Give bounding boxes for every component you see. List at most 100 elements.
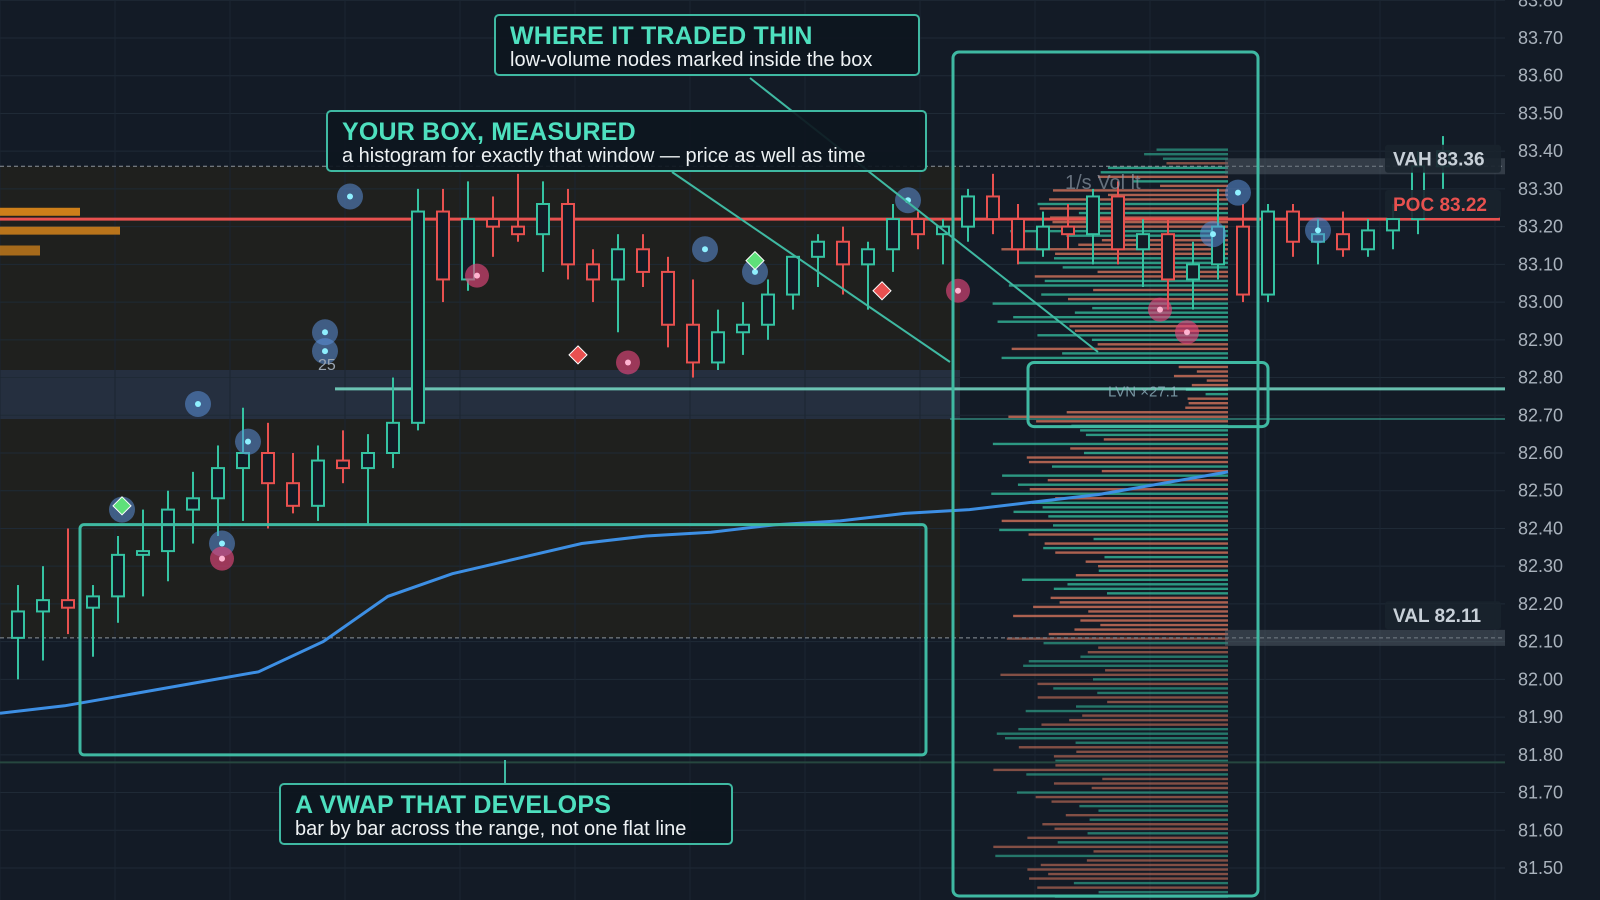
candle-body[interactable] [661, 270, 675, 326]
y-tick-label: 83.30 [1518, 179, 1563, 199]
signal-dot [347, 193, 353, 200]
candle-body[interactable] [686, 323, 700, 364]
profile-bar [1054, 257, 1228, 260]
candle-body[interactable] [36, 599, 50, 613]
candle-body[interactable] [986, 195, 1000, 221]
candle-body[interactable] [11, 610, 25, 639]
profile-bar [1028, 460, 1228, 464]
profile-bar [1051, 465, 1228, 468]
profile-bar [1073, 881, 1228, 885]
profile-bar [1079, 804, 1228, 808]
profile-bar [1053, 687, 1228, 690]
candle-body[interactable] [536, 203, 550, 236]
candle-body[interactable] [736, 323, 750, 334]
profile-bar [1085, 560, 1228, 563]
candle-body[interactable] [1086, 195, 1100, 236]
candle-body[interactable] [786, 255, 800, 296]
profile-bar [1021, 578, 1228, 581]
profile-bar [1027, 868, 1228, 871]
candles-layer[interactable] [11, 136, 1450, 680]
candle-body[interactable] [611, 248, 625, 281]
candle-body[interactable] [336, 459, 350, 470]
y-tick-label: 83.70 [1518, 28, 1563, 48]
profile-bar [1031, 501, 1228, 504]
y-tick-label: 82.00 [1518, 669, 1563, 689]
signal-dot [702, 246, 708, 253]
candle-body[interactable] [886, 218, 900, 251]
candle-body[interactable] [386, 421, 400, 454]
candle-body[interactable] [1036, 225, 1050, 251]
candle-body[interactable] [1111, 195, 1125, 251]
candle-body[interactable] [236, 452, 250, 470]
candle-body[interactable] [861, 248, 875, 266]
candle-body[interactable] [361, 452, 375, 470]
signal-dot [219, 540, 225, 547]
candle-body[interactable] [511, 225, 525, 236]
profile-bar [1054, 827, 1228, 830]
profile-bar [999, 528, 1228, 532]
price-axis[interactable]: 83.80 83.70 83.60 83.50 83.40 83.30 83.20 83.10… [1505, 0, 1600, 900]
profile-bar [1048, 872, 1228, 876]
profile-bar [992, 442, 1228, 446]
candle-body[interactable] [711, 331, 725, 364]
candle-body[interactable] [1011, 218, 1025, 251]
candle-body[interactable] [586, 263, 600, 281]
candle-body[interactable] [111, 553, 125, 598]
candle-body[interactable] [161, 508, 175, 553]
candle-body[interactable] [286, 482, 300, 507]
profile-bar [1017, 483, 1228, 486]
candle-body[interactable] [761, 293, 775, 326]
profile-bar [1089, 818, 1228, 821]
profile-bar [1029, 877, 1228, 880]
candle-body[interactable] [1386, 218, 1400, 232]
candle-body[interactable] [211, 467, 225, 500]
callout-box-title: YOUR BOX, MEASURED [342, 118, 636, 146]
profile-bar [1013, 614, 1228, 618]
candle-body[interactable] [1336, 233, 1350, 251]
profile-bar [1055, 497, 1228, 500]
candle-body[interactable] [311, 459, 325, 507]
candle-body[interactable] [136, 550, 150, 556]
candle-body[interactable] [1186, 263, 1200, 281]
candle-body[interactable] [186, 497, 200, 511]
profile-bar [1075, 741, 1228, 744]
candle-body[interactable] [1161, 233, 1175, 281]
candle-body[interactable] [1286, 210, 1300, 243]
y-tick-label: 82.20 [1518, 594, 1563, 614]
candle-body[interactable] [86, 595, 100, 609]
candle-body[interactable] [486, 218, 500, 228]
candle-body[interactable] [1261, 210, 1275, 296]
measured-box[interactable] [951, 50, 1260, 898]
profile-bar [1048, 632, 1228, 636]
candle-body[interactable] [1236, 225, 1250, 296]
candle-body[interactable] [836, 240, 850, 266]
candle-body[interactable] [561, 203, 575, 266]
candle-body[interactable] [636, 248, 650, 273]
entry-diamond [745, 250, 765, 271]
candle-body[interactable] [1136, 233, 1150, 251]
level-tags: VAH 83.36 POC 83.22 VAL 82.11 [1385, 144, 1501, 630]
profile-bar [1035, 795, 1228, 799]
profile-bar [1025, 709, 1228, 713]
candle-body[interactable] [436, 210, 450, 281]
profile-bar [1078, 211, 1228, 215]
candle-body[interactable] [411, 210, 425, 424]
profile-bar [1062, 352, 1228, 355]
candle-body[interactable] [1361, 229, 1375, 251]
candle-body[interactable] [811, 240, 825, 258]
lvn-box[interactable] [1026, 360, 1270, 429]
candle-body[interactable] [261, 452, 275, 485]
candle-body[interactable] [1061, 225, 1075, 236]
profile-bar [992, 302, 1228, 305]
candle-body[interactable] [61, 599, 75, 609]
profile-bar [1144, 153, 1228, 156]
profile-bar [1097, 691, 1228, 695]
boxes-layer[interactable]: 1/s Vol lt LVN ×27.1 [78, 50, 1270, 898]
candle-body[interactable] [911, 218, 925, 236]
y-tick-label: 81.70 [1518, 783, 1563, 803]
candle-body[interactable] [961, 195, 975, 228]
vwap-window-box[interactable] [78, 523, 928, 757]
y-tick-label: 83.60 [1518, 66, 1563, 86]
profile-bar [1107, 700, 1228, 704]
